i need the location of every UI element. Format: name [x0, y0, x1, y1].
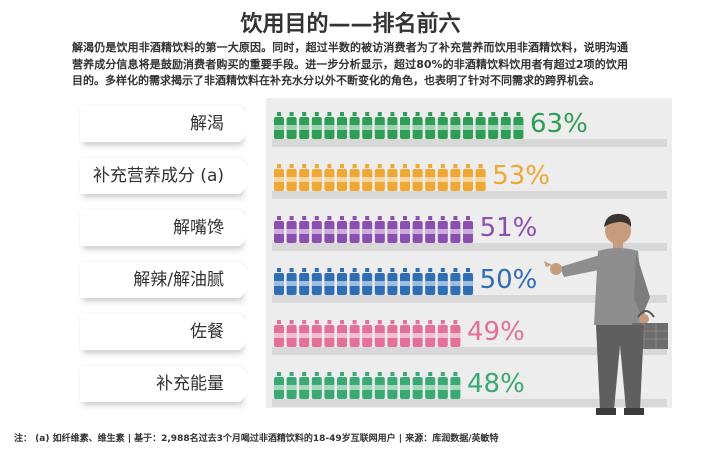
category-label: 解嘴馋	[173, 218, 224, 238]
category-label: 解渴	[190, 114, 224, 134]
footnote: 注： (a) 如纤维素、维生素 | 基于：2,988名过去3个月喝过非酒精饮料的…	[14, 434, 499, 444]
bar	[274, 164, 486, 191]
value-label: 49%	[467, 317, 525, 347]
intro-paragraph: 解渴仍是饮用非酒精饮料的第一大原因。同时，超过半数的被访消费者为了补充营养而饮用…	[72, 41, 628, 87]
shelf-edge	[272, 295, 667, 303]
category-label-card: 解渴	[80, 106, 256, 142]
shelf-edge	[272, 347, 667, 355]
bar	[274, 216, 473, 243]
category-label-card: 佐餐	[80, 314, 256, 350]
bar	[274, 268, 473, 295]
category-label: 佐餐	[190, 322, 224, 342]
shopper-illustration-icon	[544, 213, 668, 415]
shelf-edge	[272, 191, 667, 199]
value-label: 53%	[492, 161, 550, 191]
bar	[274, 112, 524, 139]
value-label: 48%	[467, 369, 525, 399]
chart-title: 饮用目的——排名前六	[240, 12, 461, 37]
bar	[274, 320, 461, 347]
category-label: 补充营养成分 (a)	[92, 166, 224, 186]
category-label: 补充能量	[156, 374, 224, 394]
bar	[274, 372, 461, 399]
category-label-card: 补充能量	[80, 366, 256, 402]
value-label: 51%	[479, 213, 538, 243]
category-label-card: 解嘴馋	[80, 210, 256, 246]
shelf-edge	[272, 243, 667, 251]
shelf-edge	[272, 139, 667, 147]
category-label-card: 补充营养成分 (a)	[80, 158, 256, 194]
shelf-edge	[272, 399, 667, 407]
category-label: 解辣/解油腻	[133, 270, 224, 290]
value-label: 63%	[530, 109, 588, 139]
value-label: 50%	[479, 265, 538, 295]
category-label-card: 解辣/解油腻	[80, 262, 256, 298]
